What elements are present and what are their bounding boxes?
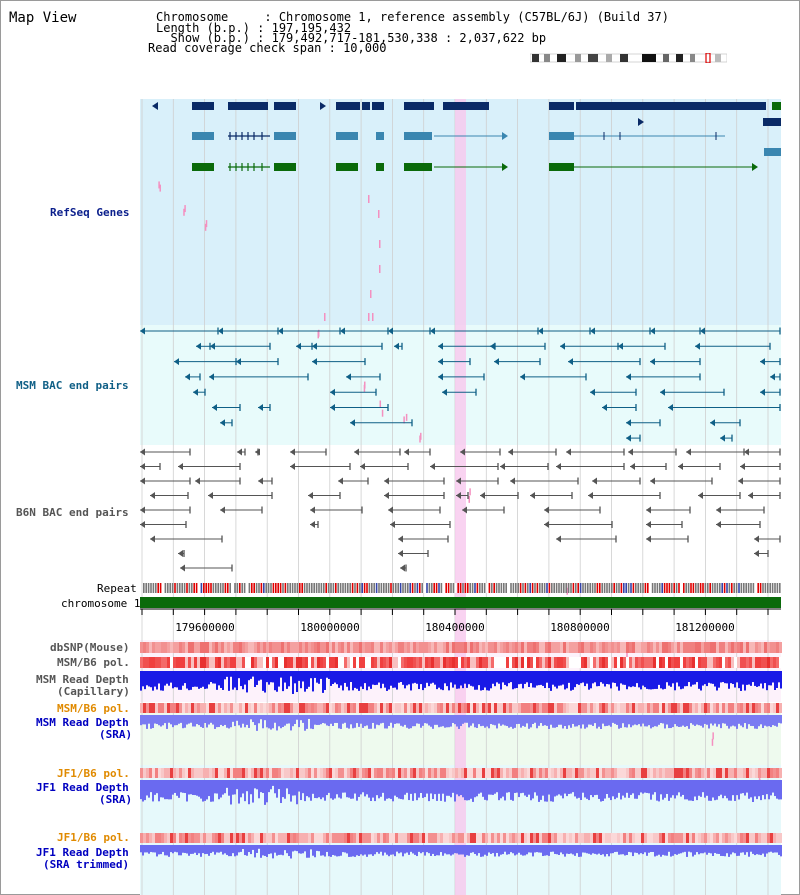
track-label-jf1-depth-trim: JF1 Read Depth [36, 846, 129, 859]
track-label-dbsnp: dbSNP(Mouse) [50, 641, 130, 654]
track-label-msm-depth-cap: MSM Read Depth [36, 673, 129, 686]
track-label-jf1-b6-pol: JF1/B6 pol. [57, 767, 130, 780]
page-title: Map View [9, 10, 77, 26]
msm-bac-end-pairs-track[interactable] [140, 327, 781, 442]
header-length: Length (b.p.) : 197,195,432 [156, 21, 352, 35]
header-show-range: Show (b.p.) : 179,492,717-181,530,338 : … [156, 31, 547, 45]
axis-tick-label: 180800000 [550, 621, 610, 634]
header-coverage-span: Read coverage check span : 10,000 [148, 41, 387, 55]
axis-tick-label: 179600000 [175, 621, 235, 634]
track-label-jf1-depth-trim-sub: (SRA trimmed) [43, 858, 130, 871]
track-label-msm-b6-pol: MSM/B6 pol. [57, 656, 130, 669]
chromosome-bar [140, 597, 781, 608]
track-label-chromosome: chromosome 1 [61, 597, 141, 610]
axis-tick-label: 180400000 [425, 621, 485, 634]
polymorphism-heat-tracks[interactable] [140, 642, 782, 843]
track-label-jf1-b6-pol2: JF1/B6 pol. [57, 831, 130, 844]
refseq-genes-track[interactable] [140, 102, 781, 787]
header-chromosome: Chromosome : Chromosome 1, reference ass… [156, 10, 669, 24]
repeat-track[interactable] [143, 583, 781, 593]
axis-tick-label: 181200000 [675, 621, 735, 634]
track-label-msm-depth-sra: MSM Read Depth [36, 716, 129, 729]
b6n-bac-end-pairs-track[interactable] [140, 448, 781, 572]
track-label-msm-b6-pol-sra: MSM/B6 pol. [57, 702, 130, 715]
track-label-repeat: Repeat [97, 582, 137, 595]
track-label-jf1-depth-sra-sub: (SRA) [99, 793, 133, 806]
track-label-msm-bac: MSM BAC end pairs [16, 379, 129, 392]
track-label-msm-depth-sra-sub: (SRA) [99, 728, 133, 741]
track-label-jf1-depth-sra: JF1 Read Depth [36, 781, 129, 794]
track-label-refseq: RefSeq Genes [50, 206, 130, 219]
track-label-b6n-bac: B6N BAC end pairs [16, 506, 129, 519]
read-depth-tracks[interactable] [140, 671, 782, 859]
track-label-msm-depth-cap-sub: (Capillary) [57, 685, 130, 698]
position-axis: 179600000 180000000 180400000 180800000 1812… [140, 608, 781, 634]
axis-tick-label: 180000000 [300, 621, 360, 634]
chromosome-ideogram[interactable] [530, 53, 727, 63]
